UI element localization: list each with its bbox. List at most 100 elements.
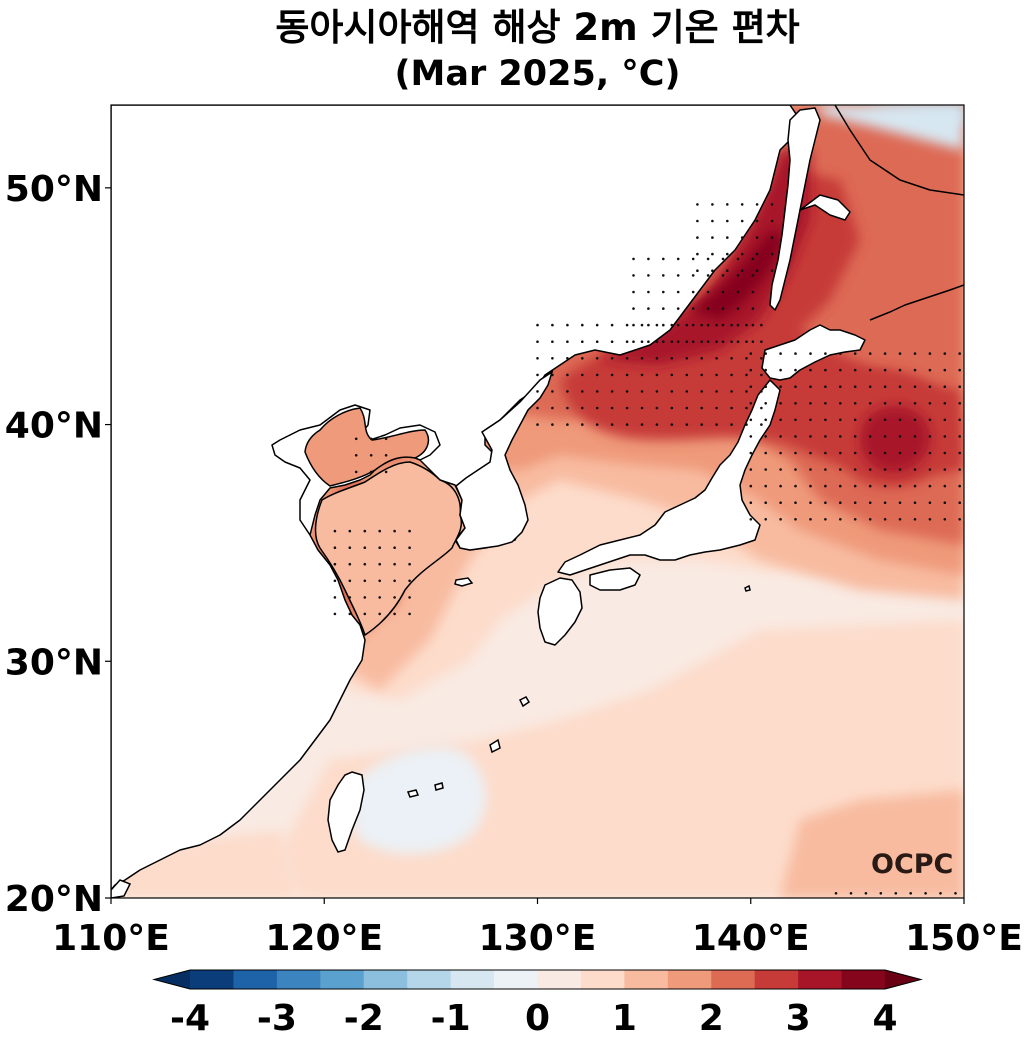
stipple-dot [809,352,812,355]
stipple-dot [943,484,947,488]
stipple-dot [721,307,725,310]
stipple-dot [898,402,902,405]
stipple-dot [378,596,382,599]
colorbar-extend-max [885,970,921,989]
stipple-dot [770,203,774,206]
stipple-dot [408,529,411,533]
stipple-dot [740,203,744,206]
stipple-dot [913,402,917,405]
x-tick-label: 130°E [479,918,597,959]
stipple-dot [625,423,629,426]
stipple-dot [824,518,827,521]
colorbar-ticks: -4 -3 -2 -1 0 1 2 3 4 [170,998,898,1039]
stipple-dot [408,579,411,583]
stipple-dot [551,406,554,410]
stipple-dot [764,484,767,488]
stipple-dot [749,501,753,505]
stipple-dot [676,257,680,261]
stipple-dot [647,274,650,277]
stipple-dot [824,468,827,471]
stipple-dot [632,274,635,277]
stipple-dot [393,546,396,549]
stipple-dot [676,340,680,344]
stipple-dot [760,323,763,327]
stipple-dot [764,518,767,521]
stipple-dot [928,484,932,488]
stipple-dot [536,357,539,360]
stipple-dot [928,468,932,471]
stipple-dot [760,406,763,410]
stipple-dot [354,454,358,457]
stipple-dot [751,307,755,310]
anomaly-band-neg-ne-2 [820,105,964,150]
stipple-dot [879,892,883,895]
stipple-dot [779,435,782,438]
colorbar-segment [363,970,408,989]
stipple-dot [943,418,947,422]
stipple-dot [824,368,827,372]
stipple-dot [736,340,740,344]
stipple-dot [755,252,759,256]
stipple-dot [958,435,961,438]
stipple-dot [868,402,872,405]
colorbar-tick-label: 2 [699,998,724,1039]
stipple-dot [551,340,554,344]
stipple-dot [824,501,827,505]
stipple-dot [595,340,599,344]
stipple-dot [676,307,680,310]
stipple-dot [736,257,740,261]
stipple-dot [632,323,635,327]
stipple-dot [755,269,759,273]
stipple-dot [581,323,584,327]
kuril-islands [869,284,964,321]
anomaly-band-1-1.5-se [780,790,964,898]
stipple-dot [647,340,650,344]
stipple-dot [764,352,767,355]
stipple-dot [726,269,729,273]
stipple-dot [779,451,782,455]
stipple-dot [625,373,629,377]
stipple-dot [928,501,932,505]
stipple-dot [655,390,659,393]
stipple-dot [898,418,902,422]
stipple-dot [809,418,812,422]
stipple-dot [730,357,733,360]
stipple-dot [610,323,614,327]
stipple-dot [958,451,961,455]
stipple-dot [958,468,961,471]
stipple-dot [745,390,748,393]
colorbar-segment [754,970,799,989]
stipple-dot [348,546,352,549]
stipple-dot [839,468,842,471]
colorbar-tick-label: -1 [431,998,471,1039]
stipple-dot [853,435,857,438]
stipple-dot [706,307,710,310]
stipple-dot [730,373,733,377]
stipple-dot [779,468,782,471]
stipple-dot [898,468,902,471]
stipple-dot [943,368,947,372]
stipple-dot [610,340,614,344]
stipple-dot [655,340,659,344]
stipple-dot [853,501,857,505]
colorbar-tick-label: 0 [525,998,550,1039]
stipple-dot [536,390,539,393]
stipple-dot [581,390,584,393]
stipple-dot [711,269,714,273]
stipple-dot [408,596,411,599]
stipple-dot [751,274,755,277]
stipple-dot [809,518,812,521]
stipple-dot [595,390,599,393]
stipple-dot [824,418,827,422]
stipple-dot [369,437,373,441]
stipple-dot [794,484,797,488]
stipple-dot [928,368,932,372]
stipple-dot [794,385,797,389]
stipple-dot [536,406,539,410]
stipple-dot [721,274,725,277]
stipple-dot [824,402,827,405]
significance-stippling [333,203,961,895]
colorbar-tick-label: -4 [170,998,210,1039]
stipple-dot [853,468,857,471]
stipple-dot [809,385,812,389]
